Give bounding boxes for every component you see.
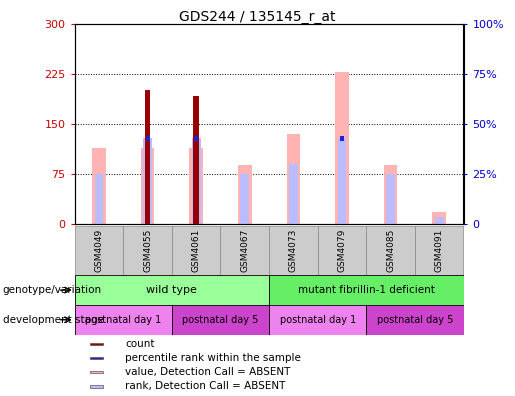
Bar	[286, 134, 300, 224]
Text: GSM4091: GSM4091	[435, 229, 444, 272]
Bar	[366, 226, 415, 275]
Bar	[146, 136, 149, 141]
Bar	[190, 148, 203, 224]
Bar	[238, 165, 252, 224]
Bar	[92, 148, 106, 224]
Text: GSM4061: GSM4061	[192, 229, 201, 272]
Text: GSM4067: GSM4067	[241, 229, 249, 272]
Bar	[384, 165, 398, 224]
Text: count: count	[125, 339, 154, 349]
Bar	[340, 136, 344, 141]
Text: GDS244 / 135145_r_at: GDS244 / 135145_r_at	[179, 10, 336, 24]
Text: postnatal day 5: postnatal day 5	[182, 315, 259, 325]
Text: genotype/variation: genotype/variation	[3, 285, 101, 295]
Text: GSM4073: GSM4073	[289, 229, 298, 272]
Bar	[90, 343, 102, 345]
Bar	[143, 139, 152, 224]
Text: GSM4079: GSM4079	[337, 229, 347, 272]
Bar	[75, 226, 123, 275]
Text: postnatal day 5: postnatal day 5	[376, 315, 453, 325]
Bar	[366, 305, 464, 335]
Text: GSM4055: GSM4055	[143, 229, 152, 272]
Bar	[338, 139, 347, 224]
Bar	[75, 275, 269, 305]
Bar	[415, 226, 464, 275]
Bar	[141, 148, 154, 224]
Bar	[145, 90, 150, 224]
Text: postnatal day 1: postnatal day 1	[280, 315, 356, 325]
Text: percentile rank within the sample: percentile rank within the sample	[125, 353, 301, 363]
Text: value, Detection Call = ABSENT: value, Detection Call = ABSENT	[125, 367, 290, 377]
Text: GSM4049: GSM4049	[94, 229, 104, 272]
Bar	[220, 226, 269, 275]
Bar	[241, 174, 249, 224]
Text: development stage: development stage	[3, 315, 104, 325]
Bar	[123, 226, 172, 275]
Bar	[172, 305, 269, 335]
Text: mutant fibrillin-1 deficient: mutant fibrillin-1 deficient	[298, 285, 435, 295]
Bar	[194, 136, 198, 141]
Text: GSM4085: GSM4085	[386, 229, 395, 272]
Bar	[95, 174, 104, 224]
Text: postnatal day 1: postnatal day 1	[85, 315, 161, 325]
Bar	[193, 96, 199, 224]
Bar	[90, 357, 102, 359]
Text: wild type: wild type	[146, 285, 197, 295]
Text: rank, Detection Call = ABSENT: rank, Detection Call = ABSENT	[125, 381, 286, 392]
Bar	[289, 164, 298, 224]
Bar	[90, 371, 102, 373]
Bar	[386, 174, 395, 224]
Bar	[318, 226, 366, 275]
Bar	[269, 226, 318, 275]
Bar	[269, 275, 464, 305]
Bar	[172, 226, 220, 275]
Bar	[192, 139, 200, 224]
Bar	[90, 385, 102, 388]
Bar	[433, 212, 446, 224]
Bar	[75, 305, 172, 335]
Bar	[335, 72, 349, 224]
Bar	[269, 305, 366, 335]
Bar	[435, 217, 443, 224]
